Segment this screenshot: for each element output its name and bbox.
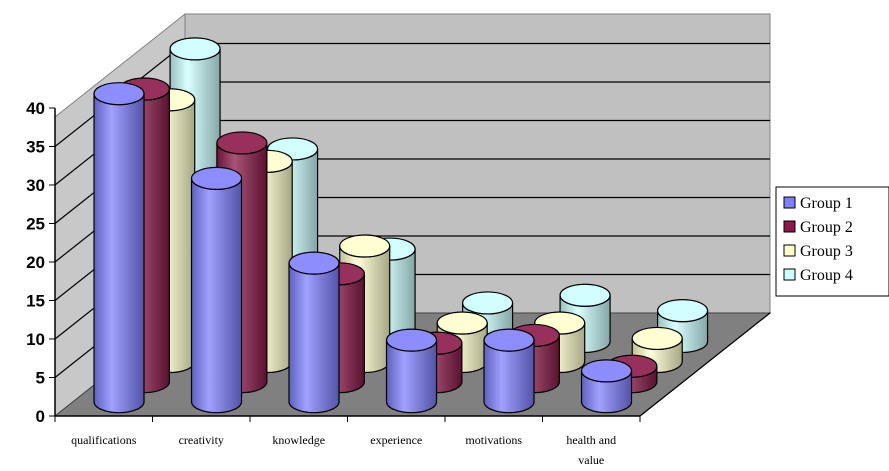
- bar-top: [93, 82, 145, 106]
- bar-top: [339, 234, 391, 258]
- bar-top: [483, 328, 535, 352]
- legend: Group 1 Group 2 Group 3 Group 4: [775, 186, 889, 297]
- bar-body: [190, 178, 243, 414]
- bar-top: [216, 131, 268, 155]
- bar-top: [385, 328, 438, 352]
- x-tick-label: health and value: [566, 433, 616, 467]
- y-tick-label: 15: [26, 292, 45, 311]
- bar-0-3: [385, 328, 438, 414]
- x-tick-label: motivations: [465, 433, 522, 447]
- bar-top: [288, 251, 340, 275]
- bar-0-5: [580, 359, 633, 414]
- axes: [49, 107, 771, 422]
- x-tick-label: experience: [370, 433, 422, 447]
- x-tick-labels: qualifications creativity knowledge experie…: [71, 433, 616, 467]
- floor-edge: [639, 312, 771, 417]
- legend-swatch: [783, 220, 796, 233]
- x-tick-label: qualifications: [71, 433, 137, 447]
- y-tick-label: 25: [26, 215, 45, 234]
- y-tick-label: 5: [36, 369, 45, 388]
- y-tick-label: 35: [26, 138, 45, 157]
- bar-top: [580, 359, 633, 383]
- bar-top: [559, 283, 611, 307]
- legend-swatch: [783, 196, 796, 209]
- y-tick-label: 40: [26, 99, 45, 118]
- y-tick-label: 10: [26, 330, 45, 349]
- bar-0-2: [288, 251, 340, 414]
- y-tick-label: 30: [26, 176, 45, 195]
- y-tick-label: 0: [36, 407, 45, 426]
- legend-swatch: [783, 244, 796, 257]
- bar-top: [461, 291, 514, 315]
- legend-label: Group 4: [800, 267, 853, 284]
- bar-top: [436, 311, 488, 335]
- legend-label: Group 1: [800, 195, 853, 212]
- bar-body: [288, 263, 340, 414]
- bar-0-4: [483, 328, 535, 414]
- x-tick-label: creativity: [179, 433, 224, 447]
- legend-label: Group 3: [800, 243, 853, 260]
- bar-top: [169, 37, 221, 61]
- bar-body: [93, 93, 145, 414]
- x-tick-label: knowledge: [272, 433, 325, 447]
- bar-top: [656, 299, 709, 323]
- y-tick-label: 20: [26, 253, 45, 272]
- bar-0-1: [190, 166, 243, 414]
- legend-swatch: [783, 268, 796, 281]
- legend-label: Group 2: [800, 219, 853, 236]
- bars: [93, 37, 709, 414]
- bar-0-0: [93, 82, 145, 414]
- bar-top: [190, 166, 243, 190]
- bar-top: [631, 326, 683, 351]
- y-tick-labels: 0 5 10 15 20 25 30 35 40: [26, 99, 45, 426]
